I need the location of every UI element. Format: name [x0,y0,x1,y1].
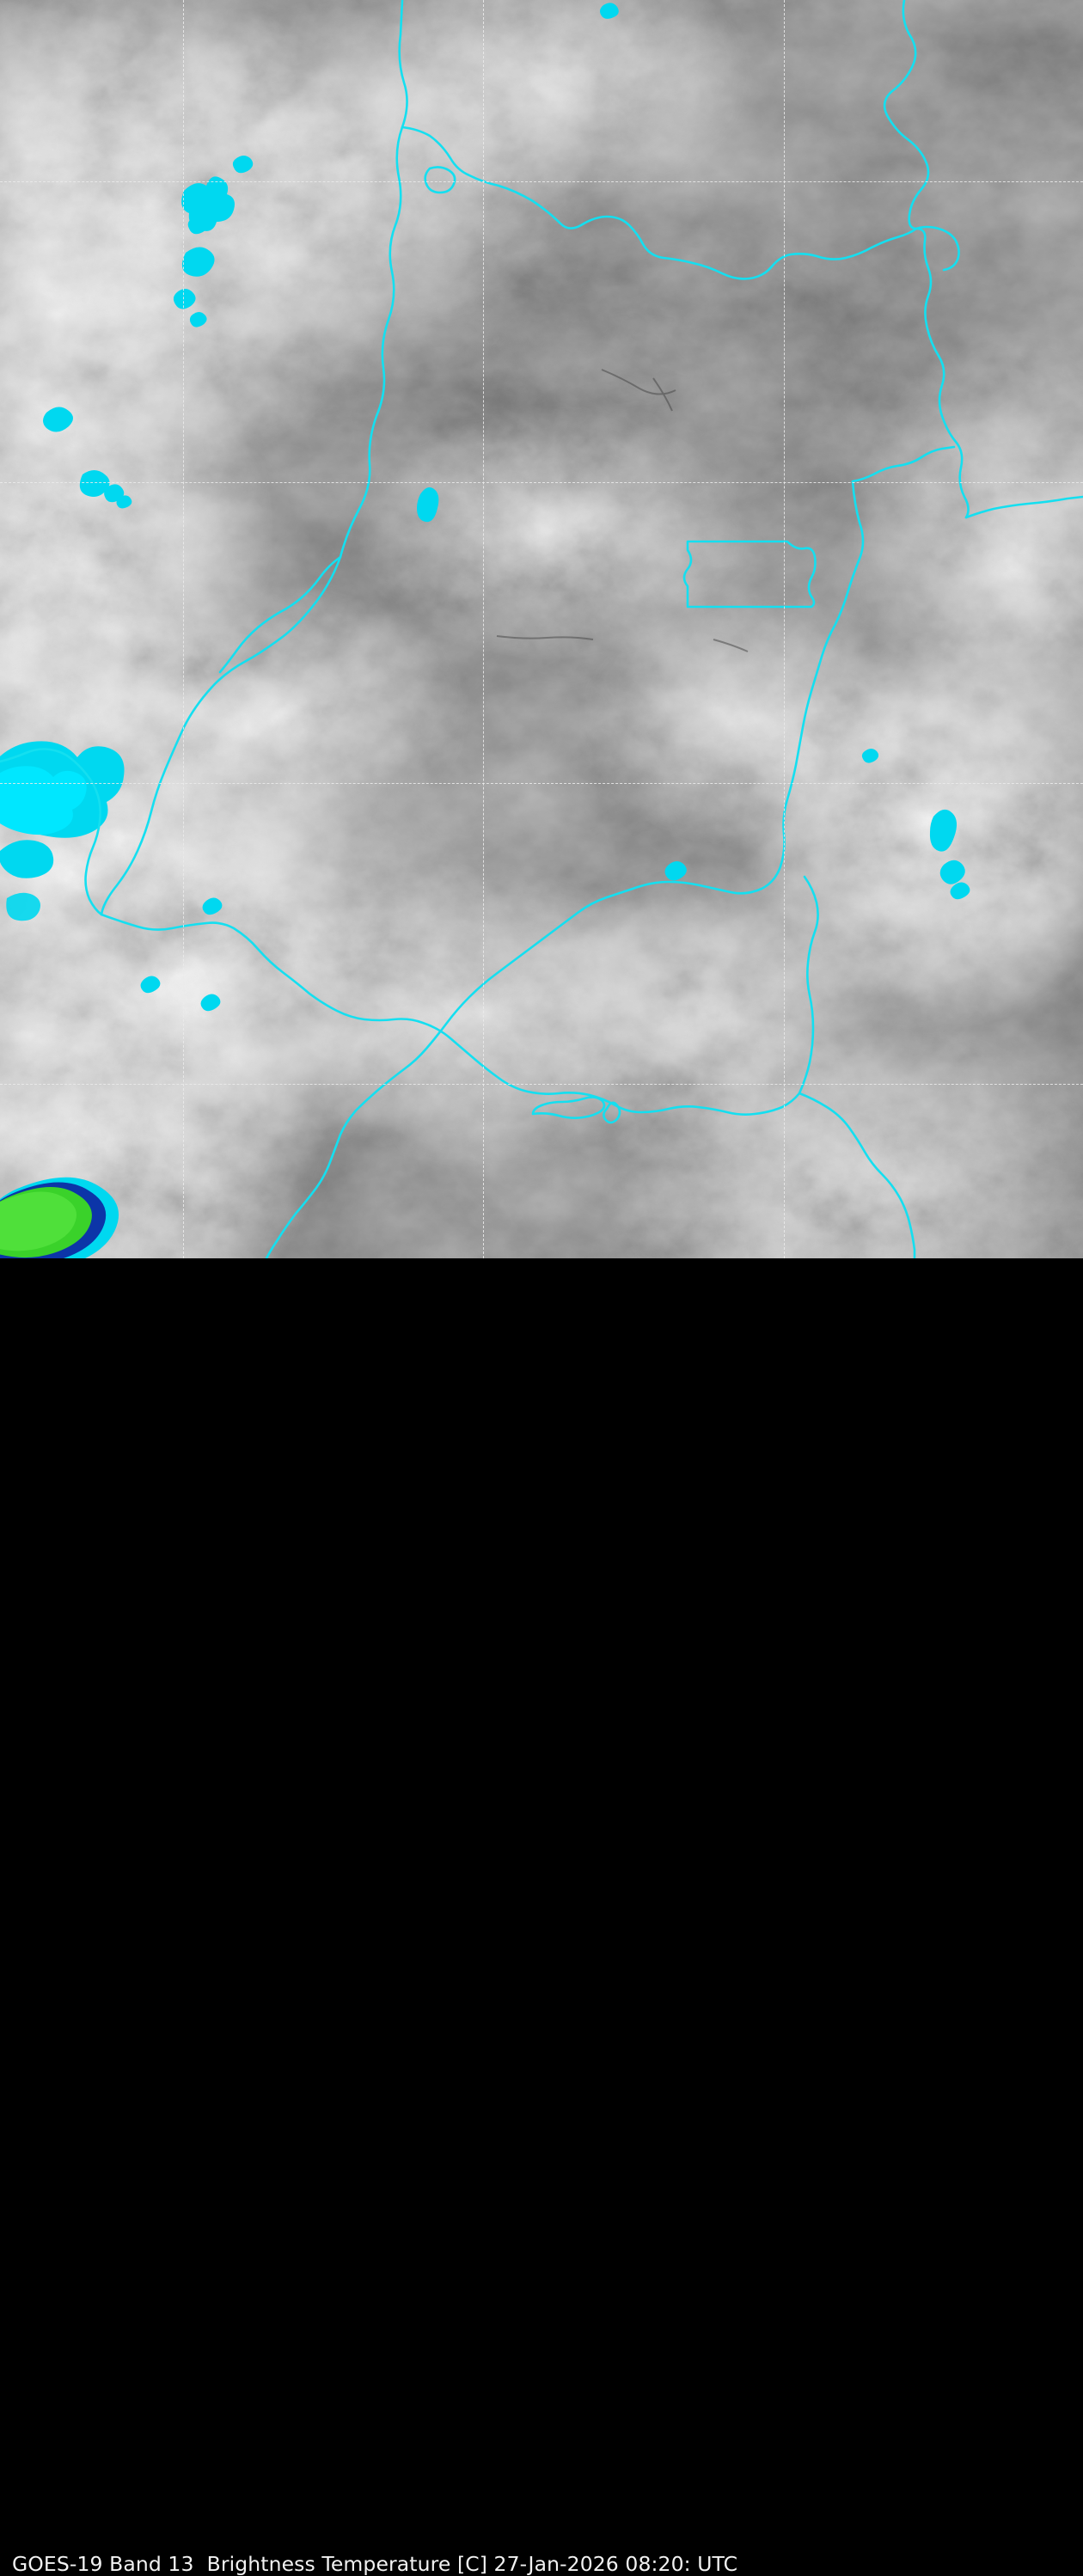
cold-spots-midwest [43,407,132,509]
boundary-state-west [100,0,408,916]
cold-core-green [0,1177,119,1258]
cold-spots-scattered [140,3,970,1012]
boundary-lake-loop [603,1101,621,1124]
boundary-state-northwest-nub [424,166,456,194]
boundary-state-west-lower [0,748,103,916]
product-caption: GOES-19 Band 13 Brightness Temperature [… [12,2552,738,2576]
boundary-state-east-upper [915,225,960,272]
boundary-state-southeast [798,1092,916,1258]
boundary-river-mouth [531,1096,606,1119]
fine-texture [0,0,1083,1258]
infrared-brightness-temperature-raster [0,0,1083,1258]
boundary-state-northeast [883,0,970,519]
boundary-river-tributary [798,875,819,1095]
boundary-spur-southwest [218,555,342,674]
geographic-boundaries [0,0,1083,1258]
terrain-river-hints [496,369,749,652]
cold-spots-northwest [173,156,254,327]
cold-cloud-tops [0,3,970,1258]
boundary-river-northeast [964,495,1083,519]
boundary-state-central-east-upper [851,445,956,483]
boundary-river-central [100,913,801,1116]
boundary-county-rectangle [682,540,817,609]
satellite-image-panel [0,0,1083,1258]
boundary-state-central-east [265,480,865,1258]
footer-bar: GOES-19 Band 13 Brightness Temperature [… [0,1258,1083,2576]
